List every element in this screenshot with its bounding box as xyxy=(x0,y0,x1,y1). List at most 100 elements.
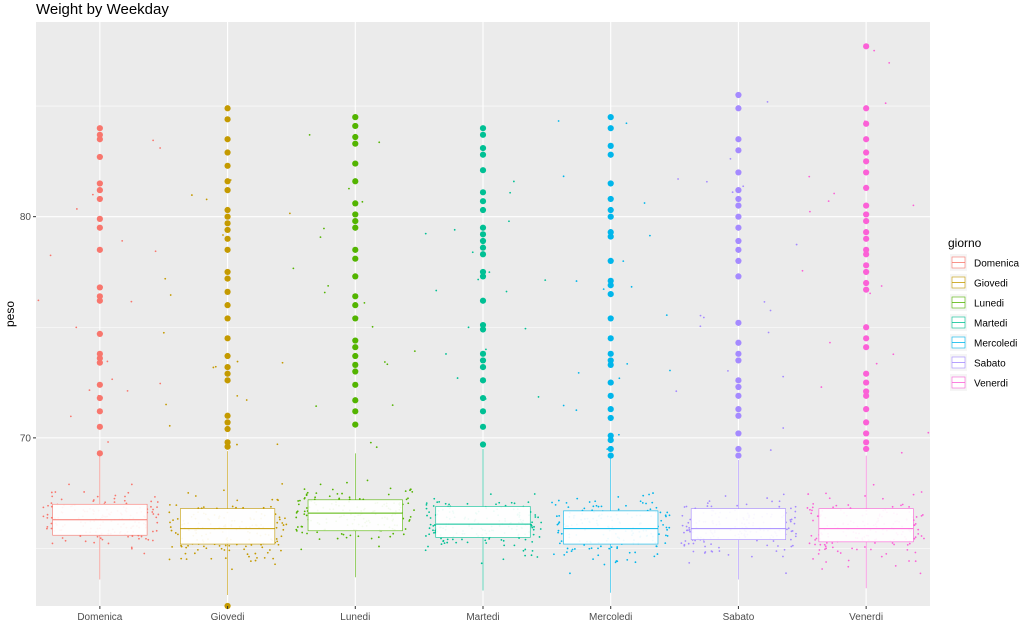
jitter-point xyxy=(912,204,915,207)
jitter-point xyxy=(699,325,702,328)
jitter-point xyxy=(727,553,730,556)
jitter-point xyxy=(50,491,53,494)
jitter-point xyxy=(832,506,834,509)
jitter-point xyxy=(126,390,129,392)
jitter-point xyxy=(405,498,408,501)
jitter-point xyxy=(214,365,217,368)
jitter-point xyxy=(812,502,815,505)
jitter-point xyxy=(281,522,284,524)
outlier-point xyxy=(224,162,231,169)
jitter-point xyxy=(220,547,223,550)
outlier-point xyxy=(224,187,231,194)
jitter-point xyxy=(404,490,407,492)
outlier-point xyxy=(735,237,742,245)
jitter-point xyxy=(706,502,709,505)
outlier-point xyxy=(607,213,614,220)
jitter-point xyxy=(558,542,561,545)
jitter-point xyxy=(665,515,667,518)
jitter-point xyxy=(790,507,792,510)
jitter-point xyxy=(766,544,769,547)
jitter-point xyxy=(305,514,308,517)
jitter-point xyxy=(427,545,429,548)
jitter-point xyxy=(727,369,729,372)
jitter-point xyxy=(184,552,187,555)
outlier-point xyxy=(479,273,487,280)
jitter-point xyxy=(880,555,883,558)
jitter-point xyxy=(653,555,656,558)
jitter-point xyxy=(622,260,625,263)
outlier-point xyxy=(479,189,487,196)
jitter-point xyxy=(772,540,775,542)
jitter-point xyxy=(156,501,159,503)
jitter-point xyxy=(814,538,817,541)
outlier-point xyxy=(735,357,742,364)
jitter-point xyxy=(50,502,53,505)
outlier-point xyxy=(352,337,359,344)
jitter-point xyxy=(210,557,213,560)
jitter-point xyxy=(88,389,91,392)
jitter-point xyxy=(562,175,565,178)
jitter-point xyxy=(510,501,513,504)
jitter-point xyxy=(152,508,154,511)
jitter-point xyxy=(224,557,227,560)
jitter-point xyxy=(794,510,797,513)
outlier-point xyxy=(96,297,103,304)
outlier-points xyxy=(96,43,870,610)
jitter-point xyxy=(869,292,872,295)
outlier-point xyxy=(479,363,487,371)
jitter-point xyxy=(151,539,154,542)
jitter-point xyxy=(610,546,613,549)
jitter-point xyxy=(505,290,508,293)
outlier-point xyxy=(863,184,870,192)
jitter-point xyxy=(616,560,619,563)
jitter-point xyxy=(440,537,442,540)
jitter-point xyxy=(130,547,133,550)
outlier-point xyxy=(224,213,231,220)
jitter-point xyxy=(687,521,690,524)
jitter-point xyxy=(651,501,654,504)
jitter-point xyxy=(790,538,792,541)
jitter-point xyxy=(718,546,720,549)
jitter-point xyxy=(617,508,620,511)
y-tick-label: 70 xyxy=(20,433,32,444)
jitter-point xyxy=(152,530,154,533)
jitter-point xyxy=(276,540,279,543)
jitter-point xyxy=(675,390,678,393)
jitter-point xyxy=(906,548,909,551)
jitter-point xyxy=(50,527,53,530)
jitter-point xyxy=(524,554,527,557)
jitter-point xyxy=(342,533,345,536)
outlier-point xyxy=(479,357,487,364)
jitter-point xyxy=(795,532,797,535)
jitter-point xyxy=(104,501,107,504)
outlier-point xyxy=(352,315,359,322)
jitter-point xyxy=(569,572,571,575)
jitter-point xyxy=(155,516,158,519)
outlier-point xyxy=(607,436,614,444)
outlier-point xyxy=(352,273,359,280)
jitter-point xyxy=(212,366,215,369)
jitter-point xyxy=(495,503,497,506)
jitter-point xyxy=(407,497,409,500)
jitter-point xyxy=(683,506,686,508)
jitter-point xyxy=(369,441,372,444)
jitter-point xyxy=(851,547,853,550)
jitter-point xyxy=(456,377,459,379)
jitter-point xyxy=(634,551,637,554)
jitter-point xyxy=(555,515,558,518)
jitter-point xyxy=(37,299,40,302)
jitter-point xyxy=(296,510,298,513)
jitter-point xyxy=(389,487,392,490)
outlier-point xyxy=(96,330,103,338)
jitter-point xyxy=(532,528,535,531)
jitter-point xyxy=(557,531,560,534)
jitter-point xyxy=(408,518,411,521)
jitter-point xyxy=(432,505,435,507)
jitter-point xyxy=(659,511,662,514)
outlier-point xyxy=(224,105,231,112)
outlier-point xyxy=(607,277,614,284)
outlier-point xyxy=(479,224,487,231)
outlier-point xyxy=(607,195,614,203)
jitter-point xyxy=(477,278,480,281)
jitter-point xyxy=(438,500,441,503)
